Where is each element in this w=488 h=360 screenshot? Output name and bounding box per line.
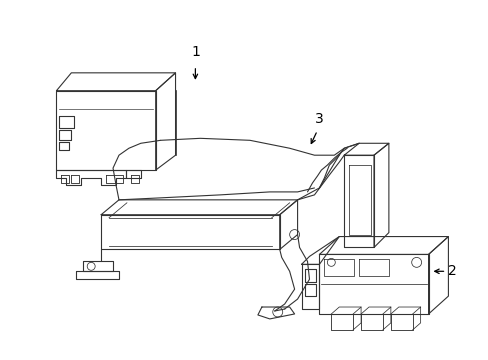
Text: 1: 1 [190, 45, 200, 59]
Text: 3: 3 [314, 112, 323, 126]
Text: 2: 2 [447, 264, 456, 278]
